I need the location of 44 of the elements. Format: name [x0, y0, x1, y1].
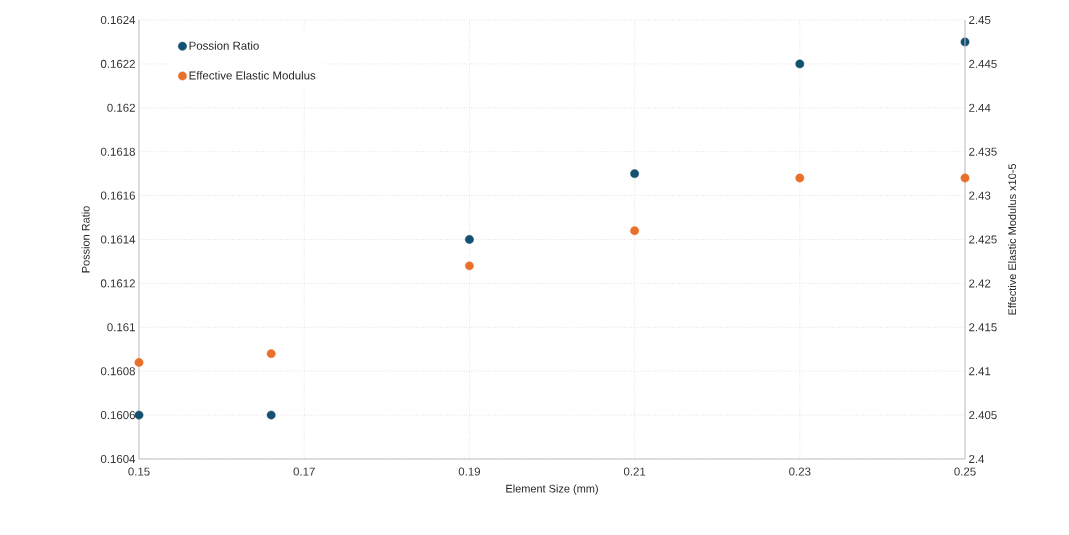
point [630, 226, 640, 236]
point [134, 410, 144, 420]
point [630, 169, 640, 179]
y-tick-label: 0.1604 [100, 454, 136, 464]
y2-tick-label: 2.42 [969, 279, 991, 288]
y2-tick-label: 2.435 [969, 147, 997, 156]
y2-tick-label: 2.45 [969, 15, 991, 25]
x-tick-label: 0.25 [954, 467, 976, 476]
x-axis-title: Element Size (mm) [506, 484, 598, 495]
y-tick-label: 0.1608 [100, 367, 135, 376]
y2-tick-label: 2.445 [969, 59, 997, 68]
point [795, 59, 805, 69]
x-tick-label: 0.15 [128, 467, 150, 476]
y2-tick-label: 2.43 [969, 191, 991, 200]
point [465, 261, 474, 271]
point [795, 173, 805, 183]
x-tick-label: 0.21 [623, 467, 646, 476]
point [960, 173, 970, 183]
y2-tick-label: 2.425 [969, 235, 997, 244]
y-tick-label: 0.1624 [100, 15, 136, 25]
y2-axis-title: Effective Elastic Modulus x10-5 [1008, 163, 1017, 315]
legend-label: Possion Ratio [189, 41, 259, 50]
x-tick-label: 0.23 [789, 467, 811, 476]
y2-tick-label: 2.405 [969, 411, 997, 420]
y-tick-label: 0.1606 [100, 411, 135, 420]
y-tick-label: 0.1616 [100, 191, 135, 200]
y-tick-label: 0.162 [107, 103, 135, 112]
point [465, 235, 474, 244]
point [266, 349, 276, 359]
point [134, 358, 144, 367]
y-axis-title: Possion Ratio [81, 206, 90, 273]
y2-tick-label: 2.41 [969, 367, 991, 376]
y-tick-label: 0.1612 [100, 279, 135, 288]
legend-label: Effective Elastic Modulus [189, 71, 316, 80]
point [266, 410, 276, 420]
y-tick-label: 0.1618 [100, 147, 135, 156]
y-tick-label: 0.1614 [100, 235, 136, 244]
y-tick-label: 0.161 [107, 323, 135, 332]
x-tick-label: 0.19 [458, 467, 481, 476]
x-tick-label: 0.17 [293, 467, 315, 476]
y2-tick-label: 2.415 [969, 323, 997, 332]
y2-tick-label: 2.4 [969, 454, 985, 463]
y2-tick-label: 2.44 [969, 103, 991, 112]
y-tick-label: 0.1622 [100, 59, 135, 68]
